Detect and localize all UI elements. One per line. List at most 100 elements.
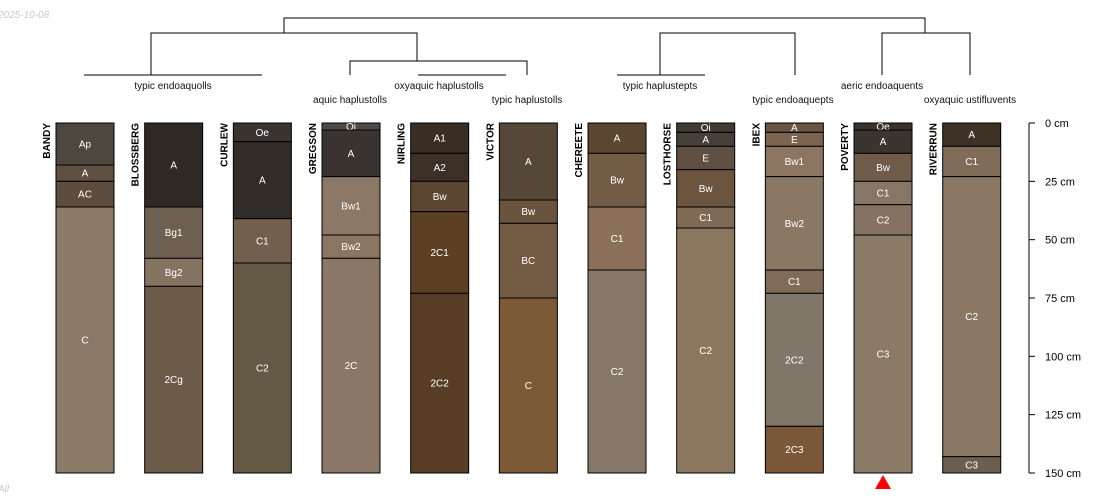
horizon-label: E	[791, 135, 798, 146]
horizon-a-block	[232, 141, 292, 220]
depth-tick-label: 75 cm	[1045, 293, 1075, 305]
profile-bandy: BANDY Ap A AC C	[42, 122, 115, 474]
depth-tick-label: 50 cm	[1045, 235, 1075, 247]
horizon-label: C	[81, 336, 88, 347]
horizon-label: C3	[877, 350, 890, 361]
horizon-c2-block	[853, 204, 913, 236]
horizon-label: Bw1	[341, 201, 361, 212]
profile-curlew: CURLEW Oe A C1 C2	[219, 122, 292, 474]
horizon-ap-block	[55, 122, 115, 166]
horizon-label: A1	[434, 134, 447, 145]
horizon-label: C1	[788, 277, 801, 288]
profile-ibex: IBEX AE Bw1 Bw2 C1 2C2 2C3	[751, 122, 824, 474]
horizon-label: Oi	[701, 123, 711, 134]
profile-name-label: CURLEW	[219, 122, 230, 166]
taxon-label-typic-endoaquepts: typic endoaquepts	[752, 95, 833, 106]
horizon-bw-block	[410, 180, 470, 213]
horizon-label: A	[82, 169, 89, 180]
horizon-bw1-block	[321, 176, 381, 236]
horizon-label: A	[525, 157, 532, 168]
marker-triangle-icon	[875, 475, 892, 489]
horizon-label: Bg1	[165, 228, 183, 239]
horizon-label: Bg2	[165, 268, 183, 279]
horizon-bw-block	[587, 152, 647, 208]
horizon-a-block	[144, 122, 204, 208]
horizon-label: Oe	[876, 122, 890, 133]
horizon-bc-block	[498, 222, 558, 299]
depth-tick-label: 0 cm	[1045, 118, 1069, 130]
taxon-label-typic-haplustepts: typic haplustepts	[623, 81, 698, 92]
marker-layer	[875, 475, 892, 489]
horizon-label: 2C3	[785, 445, 804, 456]
horizon-label: C2	[877, 215, 890, 226]
horizon-2c-block	[321, 257, 381, 474]
horizon-c-block	[55, 206, 115, 474]
dendrogram-left-branch	[150, 32, 418, 75]
horizon-c1-block	[942, 145, 1002, 178]
horizon-c2-block	[676, 227, 736, 474]
horizon-bg2-block	[144, 257, 204, 287]
horizon-a-block	[498, 122, 558, 201]
dendrogram	[84, 17, 971, 76]
horizon-label: Oi	[346, 122, 356, 133]
profile-name-label: BANDY	[42, 123, 53, 159]
taxon-label-oxyaquic-haplustolls: oxyaquic haplustolls	[394, 81, 484, 92]
horizon-label: C1	[256, 236, 269, 247]
horizon-a2-block	[410, 152, 470, 182]
horizon-label: Ap	[79, 140, 92, 151]
horizon-c3-block	[942, 456, 1002, 474]
profile-name-label: LOSTHORSE	[663, 123, 674, 186]
horizon-label: Bw	[610, 176, 625, 187]
dendrogram-mid-branch	[349, 60, 528, 75]
corner-label: All	[0, 484, 10, 495]
horizon-label: C2	[256, 364, 269, 375]
horizon-label: Bw2	[785, 219, 805, 230]
horizon-label: C1	[611, 234, 624, 245]
horizon-c-block	[498, 297, 558, 474]
profile-nirling: NIRLING A1 A2 Bw 2C1 2C2	[397, 122, 470, 474]
profile-gregson: GREGSON Oi A Bw1 Bw2 2C	[308, 122, 381, 474]
horizon-a-block	[321, 129, 381, 178]
horizon-label: A	[614, 134, 621, 145]
horizon-2c2-block	[410, 292, 470, 474]
horizon-label: 2Cg	[164, 375, 182, 386]
horizon-label: A	[791, 123, 798, 134]
horizon-c2-block	[232, 262, 292, 474]
profile-victor: VICTOR A Bw BC C	[485, 122, 558, 474]
horizon-label: C2	[965, 312, 978, 323]
horizon-label: Oe	[256, 128, 270, 139]
horizon-label: C1	[877, 189, 890, 200]
profile-name-label: VICTOR	[485, 122, 496, 160]
horizon-2cg-block	[144, 285, 204, 474]
horizon-label: C2	[611, 367, 624, 378]
taxon-label-typic-haplustolls: typic haplustolls	[492, 95, 563, 106]
horizon-label: 2C2	[785, 355, 804, 366]
horizon-a-block	[587, 122, 647, 154]
horizon-label: 2C	[345, 361, 358, 372]
profile-name-label: POVERTY	[840, 123, 851, 171]
horizon-label: A	[968, 130, 975, 141]
horizon-c2-block	[942, 176, 1002, 458]
horizon-label: Bw	[433, 192, 448, 203]
horizon-label: E	[702, 154, 709, 165]
dendrogram-root	[283, 17, 926, 33]
dendrogram-right-branch-a	[659, 32, 796, 75]
horizon-label: Bw2	[341, 242, 361, 253]
profile-name-label: IBEX	[751, 123, 762, 147]
dendrogram-right-branch-b	[881, 32, 971, 75]
horizon-label: A	[348, 149, 355, 160]
horizon-label: C1	[965, 157, 978, 168]
depth-tick-label: 100 cm	[1045, 351, 1081, 363]
horizon-label: C2	[699, 346, 712, 357]
depth-tick-label: 125 cm	[1045, 410, 1081, 422]
horizon-label: C	[525, 381, 532, 392]
horizon-label: 2C1	[431, 248, 450, 259]
horizon-label: 2C2	[431, 379, 450, 390]
horizon-label: A	[170, 161, 177, 172]
taxon-label-aquic-haplustolls: aquic haplustolls	[313, 95, 387, 106]
taxon-label-aeric-endoaquents: aeric endoaquents	[841, 81, 923, 92]
profile-chereete: CHEREETE A Bw C1 C2	[574, 122, 647, 474]
horizon-c1-block	[587, 206, 647, 271]
